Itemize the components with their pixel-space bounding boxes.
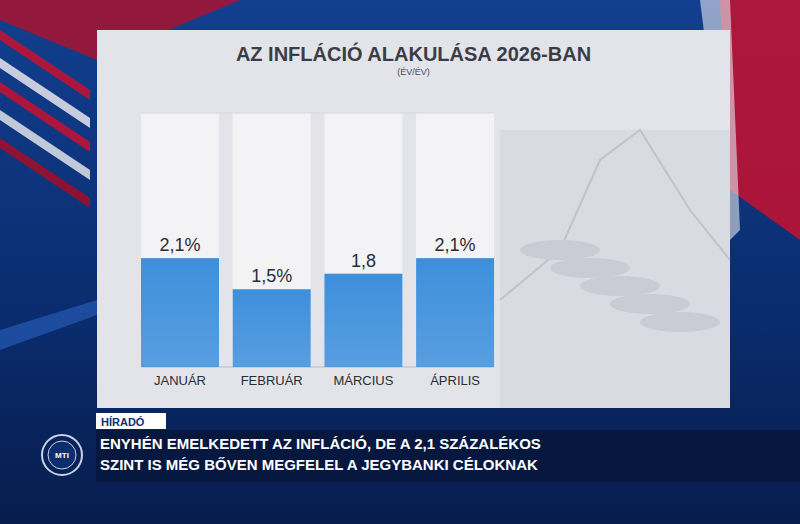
data-label: 1,8 [351, 251, 376, 271]
deco-line [500, 130, 730, 300]
program: HÍRADÓ [101, 416, 145, 428]
panel [97, 30, 730, 408]
column-bg [416, 113, 494, 367]
headline-bar [96, 430, 800, 482]
deco-coin [550, 258, 630, 278]
stripe [0, 300, 97, 350]
category-label: JANUÁR [154, 373, 206, 388]
headline: ENYHÉN EMELKEDETT AZ INFLÁCIÓ, DE A 2,1 … [100, 435, 541, 452]
stripe [0, 138, 90, 208]
data-label: 1,5% [251, 266, 292, 286]
bar [141, 258, 219, 367]
scene: AZ INFLÁCIÓ ALAKULÁSA 2026-BAN (ÉV/ÉV) 2,1… [0, 0, 800, 524]
bar [416, 258, 494, 367]
logo: MTI [55, 451, 69, 460]
category-label: MÁRCIUS [333, 373, 393, 388]
subtitle: (ÉV/ÉV) [397, 67, 430, 77]
bar [233, 289, 311, 367]
deco-coin [580, 276, 660, 296]
deco-coin [520, 240, 600, 260]
decoration [500, 130, 730, 408]
deco-coin [640, 312, 720, 332]
program-tag [96, 413, 166, 429]
logo-ring [42, 435, 82, 475]
data-label: 2,1% [159, 235, 200, 255]
bars [141, 258, 494, 367]
deco-bg [500, 130, 730, 408]
data-label: 2,1% [435, 235, 476, 255]
column-bg [141, 113, 219, 367]
logo-disc [48, 441, 76, 469]
category-label: FEBRUÁR [241, 373, 303, 388]
title: AZ INFLÁCIÓ ALAKULÁSA 2026-BAN [236, 42, 591, 65]
headline: SZINT IS MÉG BŐVEN MEGFELEL A JEGYBANKI … [100, 456, 538, 473]
bar [324, 274, 402, 367]
category-label: ÁPRILIS [430, 373, 480, 388]
deco-coin [610, 294, 690, 314]
column-bg [324, 113, 402, 367]
range-top [141, 113, 494, 114]
background [0, 0, 800, 524]
column-bg [233, 113, 311, 367]
